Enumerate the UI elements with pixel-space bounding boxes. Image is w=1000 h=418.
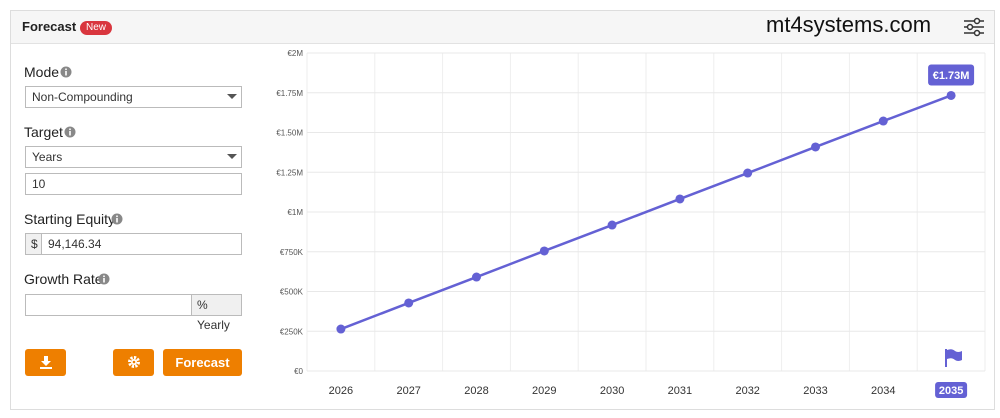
data-point [811, 142, 820, 152]
growth-suffix: % Yearly [191, 294, 242, 332]
x-tick-label: 2027 [396, 385, 420, 397]
y-tick-label: €1.50M [276, 129, 303, 138]
target-input[interactable]: 10 [25, 173, 242, 195]
y-tick-label: €250K [280, 327, 304, 336]
data-point [675, 194, 685, 204]
series-line [340, 94, 952, 331]
dropdown-arrow [227, 94, 237, 99]
data-point [946, 90, 956, 100]
x-tick-label: 2035 [939, 385, 963, 397]
gear-icon [127, 356, 140, 368]
growth-input[interactable] [25, 294, 192, 316]
header [11, 11, 994, 44]
x-tick-label: 2028 [464, 385, 488, 397]
x-tick-label: 2029 [532, 385, 556, 397]
target-label: Target [24, 124, 63, 140]
flag-icon[interactable] [945, 349, 962, 367]
y-tick-label: €2M [287, 49, 303, 58]
data-point [472, 272, 481, 282]
mode-label: Mode [24, 64, 60, 80]
info-icon[interactable] [64, 126, 76, 138]
card [10, 10, 995, 410]
value-label: €1.73M [933, 70, 970, 82]
mode-select[interactable]: Non-Compounding [25, 86, 242, 108]
forecast-button[interactable]: Forecast [163, 349, 242, 376]
x-label-highlight [935, 382, 968, 398]
download-icon [39, 356, 52, 369]
data-point [743, 168, 753, 178]
x-tick-label: 2033 [803, 385, 827, 397]
equity-label: Starting Equity [24, 211, 116, 227]
panel-title: Forecast [22, 19, 77, 34]
badge: New [80, 21, 113, 35]
x-tick-label: 2034 [871, 385, 895, 397]
dropdown-arrow [227, 154, 237, 159]
y-tick-label: €1M [287, 208, 303, 217]
equity-input[interactable]: 94,146.34 [41, 233, 242, 255]
chart: €0 €250K €500K €750K €1M €1.25M €1.50M €1.75M €2… [276, 49, 986, 398]
growth-label: Growth Rate [24, 271, 103, 287]
x-tick-label: 2030 [600, 385, 624, 397]
data-point [878, 116, 888, 126]
data-point [607, 220, 617, 230]
data-point [404, 298, 414, 308]
y-tick-label: €1.75M [276, 89, 303, 98]
download-button[interactable] [25, 349, 66, 376]
x-tick-label: 2032 [735, 385, 759, 397]
brand: mt4systems.com [766, 12, 932, 37]
y-tick-label: €1.25M [276, 168, 303, 177]
x-tick-label: 2026 [329, 385, 353, 397]
data-point [539, 246, 549, 256]
x-tick-label: 2031 [668, 385, 692, 397]
value-label-bg [928, 64, 975, 86]
y-tick-label: €500K [280, 288, 304, 297]
currency-prefix: $ [25, 233, 42, 255]
info-icon[interactable] [60, 66, 72, 78]
data-point [336, 324, 346, 334]
info-icon[interactable] [98, 273, 110, 285]
target-select[interactable]: Years [25, 146, 242, 168]
y-tick-label: €750K [280, 248, 304, 257]
settings-button[interactable] [113, 349, 154, 376]
settings-icon[interactable] [962, 16, 986, 38]
info-icon[interactable] [111, 213, 123, 225]
y-tick-label: €0 [294, 367, 303, 376]
